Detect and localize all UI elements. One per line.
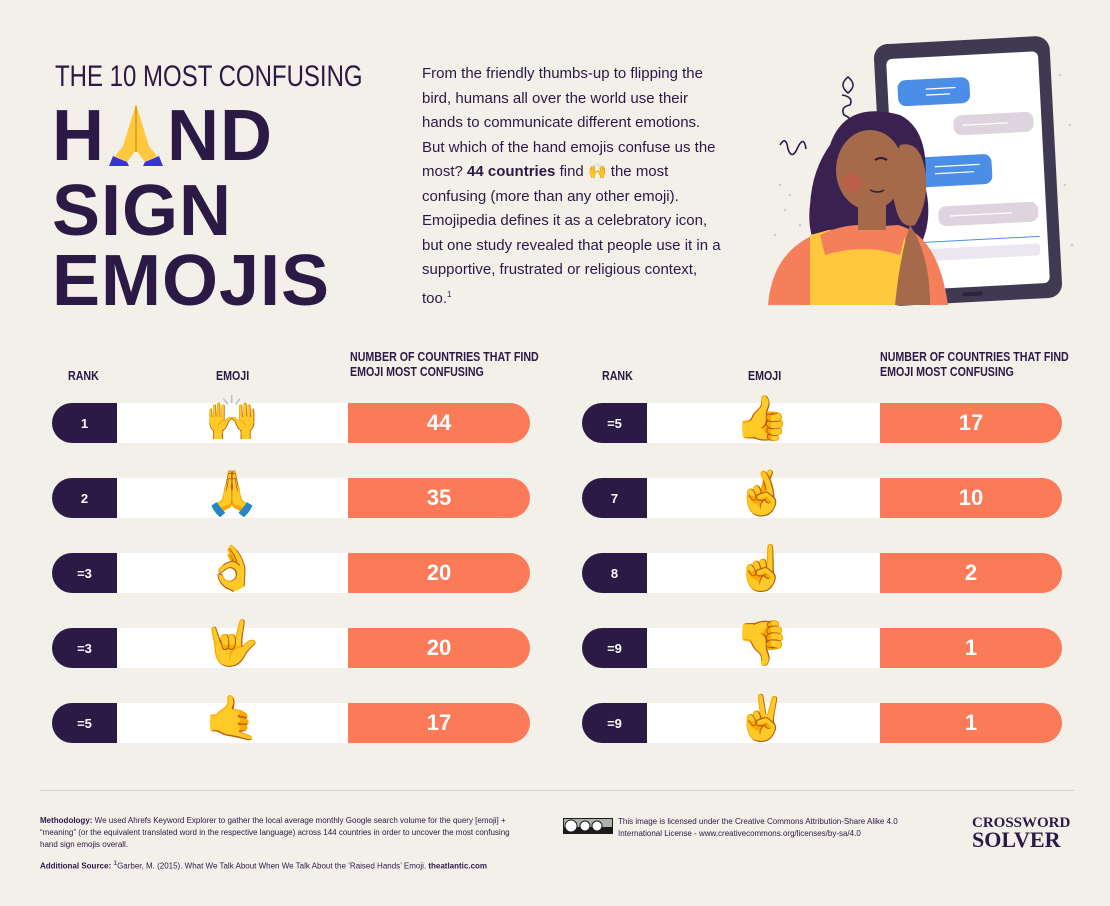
title-line-emojis: EMOJIS [52,241,331,321]
count-pill: 20 [348,628,530,668]
brand-line1: CROSSWORD [972,815,1071,831]
intro-bold: 44 countries [467,163,556,180]
table-row: =3 20 🤟 [52,622,530,668]
rank-pill: =9 [582,703,647,743]
count-pill: 2 [880,553,1062,593]
count-pill: 10 [880,478,1062,518]
count-pill: 17 [880,403,1062,443]
rank-pill: 1 [52,403,117,443]
footer-divider [40,790,1074,791]
rank-pill: 8 [582,553,647,593]
table-row: =3 20 👌 [52,547,530,593]
raising-hands-icon: 🙌 [204,394,260,443]
index-pointing-up-icon: ☝ [734,544,790,593]
table-row: 8 2 ☝ [582,547,1062,593]
kicker-title: THE 10 MOST CONFUSING [55,60,363,93]
source-text: Garber, M. (2015). What We Talk About Wh… [117,861,427,871]
intro-paragraph: From the friendly thumbs-up to flipping … [422,62,722,311]
illustration-woman-phone [760,35,1080,310]
call-me-hand-icon: 🤙 [204,694,260,743]
count-pill: 17 [348,703,530,743]
license-text: This image is licensed under the Creativ… [618,817,898,838]
col-head-rank-left: RANK [68,368,99,383]
intro-text-mid: find [559,163,584,180]
col-head-count-right: NUMBER OF COUNTRIES THAT FIND EMOJI MOST… [880,349,1069,379]
ok-hand-icon: 👌 [204,544,260,593]
rank-pill: =9 [582,628,647,668]
crossed-fingers-icon: 🤞 [734,469,790,518]
cc-license-badge-icon [563,818,613,839]
title-letter-h: H [52,96,105,176]
col-head-count-right-line2: EMOJI MOST CONFUSING [880,364,1014,379]
thumbs-down-icon: 👎 [734,619,790,668]
count-pill: 1 [880,703,1062,743]
rank-pill: 2 [52,478,117,518]
count-pill: 35 [348,478,530,518]
raising-hands-icon: 🙌 [587,163,607,180]
table-row: 2 35 🙏 [52,472,530,518]
love-you-gesture-icon: 🤟 [204,619,260,668]
intro-text-2: the most confusing (more than any other … [422,163,721,307]
source-link[interactable]: theatlantic.com [428,861,488,871]
count-pill: 44 [348,403,530,443]
victory-hand-icon: ✌ [734,694,790,743]
source-label: Additional Source: [40,861,112,871]
col-head-count-left-line2: EMOJI MOST CONFUSING [350,364,484,379]
table-row: =5 17 🤙 [52,697,530,743]
folded-hands-icon [107,100,165,166]
intro-text-1: From the friendly thumbs-up to flipping … [422,65,716,180]
methodology-note: Methodology: We used Ahrefs Keyword Expl… [40,815,510,851]
rank-pill: 7 [582,478,647,518]
count-pill: 20 [348,553,530,593]
col-head-count-left: NUMBER OF COUNTRIES THAT FIND EMOJI MOST… [350,349,539,379]
table-row: 1 44 🙌 [52,397,530,443]
count-pill: 1 [880,628,1062,668]
table-row: =5 17 👍 [582,397,1062,443]
footnote-marker: 1 [447,289,452,299]
rank-pill: =5 [52,703,117,743]
col-head-count-left-line1: NUMBER OF COUNTRIES THAT FIND [350,349,539,364]
rank-pill: =3 [52,553,117,593]
methodology-text: We used Ahrefs Keyword Explorer to gathe… [40,816,510,849]
table-row: =9 1 👎 [582,622,1062,668]
table-row: 7 10 🤞 [582,472,1062,518]
title-line-sign: SIGN [52,171,233,251]
source-sup: 1 [113,860,118,867]
brand-line2: SOLVER [972,827,1061,852]
rank-pill: =5 [582,403,647,443]
col-head-count-right-line1: NUMBER OF COUNTRIES THAT FIND [880,349,1069,364]
folded-hands-icon: 🙏 [204,469,260,518]
col-head-emoji-left: EMOJI [216,368,250,383]
thumbs-up-icon: 👍 [734,394,790,443]
title-line-hand: H ND [52,100,273,172]
methodology-label: Methodology: [40,816,93,825]
title-letters-nd: ND [167,96,273,176]
illustration-svg [768,36,1074,306]
col-head-rank-right: RANK [602,368,633,383]
table-row: =9 1 ✌ [582,697,1062,743]
crossword-solver-logo: CROSSWORD SOLVER [972,816,1070,851]
rank-pill: =3 [52,628,117,668]
col-head-emoji-right: EMOJI [748,368,782,383]
additional-source-note: Additional Source: 1Garber, M. (2015). W… [40,858,560,873]
